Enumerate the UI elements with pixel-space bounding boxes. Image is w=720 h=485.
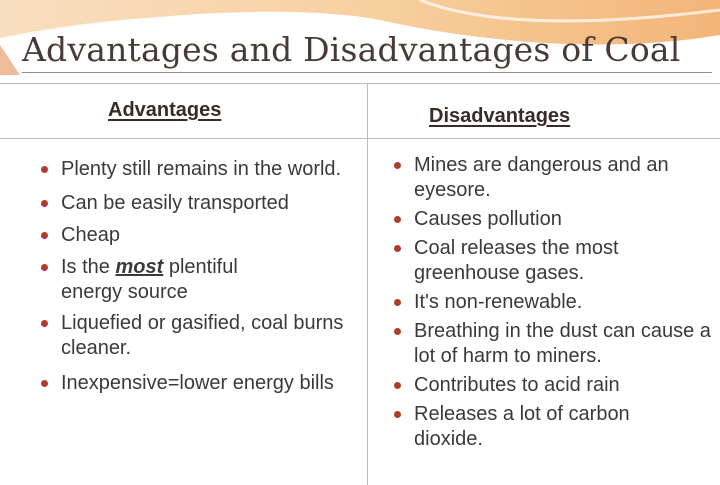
list-item: Causes pollution (389, 207, 699, 232)
decorative-swoosh (0, 0, 720, 75)
disadvantages-list: Mines are dangerous and an eyesore. Caus… (389, 153, 711, 452)
list-item: Breathing in the dust can cause a lot of… (389, 319, 719, 369)
advantages-list: Plenty still remains in the world. Can b… (36, 157, 346, 396)
list-item: Can be easily transported (36, 191, 346, 216)
list-item: It's non-renewable. (389, 290, 699, 315)
list-item: Plenty still remains in the world. (36, 157, 346, 182)
list-item: Contributes to acid rain (389, 373, 699, 398)
page-title: Advantages and Disadvantages of Coal (22, 30, 712, 73)
item-text: plentiful energy source (61, 256, 238, 303)
list-item: Is the most plentiful energy source (36, 255, 291, 305)
item-text: Is the (61, 256, 116, 278)
list-item: Cheap (36, 223, 346, 248)
disadvantages-heading: Disadvantages (429, 105, 571, 127)
emphasis-text: most (115, 256, 164, 278)
column-divider (367, 83, 368, 485)
list-item: Mines are dangerous and an eyesore. (389, 153, 704, 203)
header-divider (0, 138, 720, 139)
advantages-heading: Advantages (108, 99, 222, 121)
list-item: Inexpensive=lower energy bills (36, 371, 361, 396)
table-top-border (0, 83, 720, 84)
list-item: Releases a lot of carbon dioxide. (389, 402, 699, 452)
list-item: Coal releases the most greenhouse gases. (389, 236, 694, 286)
list-item: Liquefied or gasified, coal burns cleane… (36, 311, 351, 361)
